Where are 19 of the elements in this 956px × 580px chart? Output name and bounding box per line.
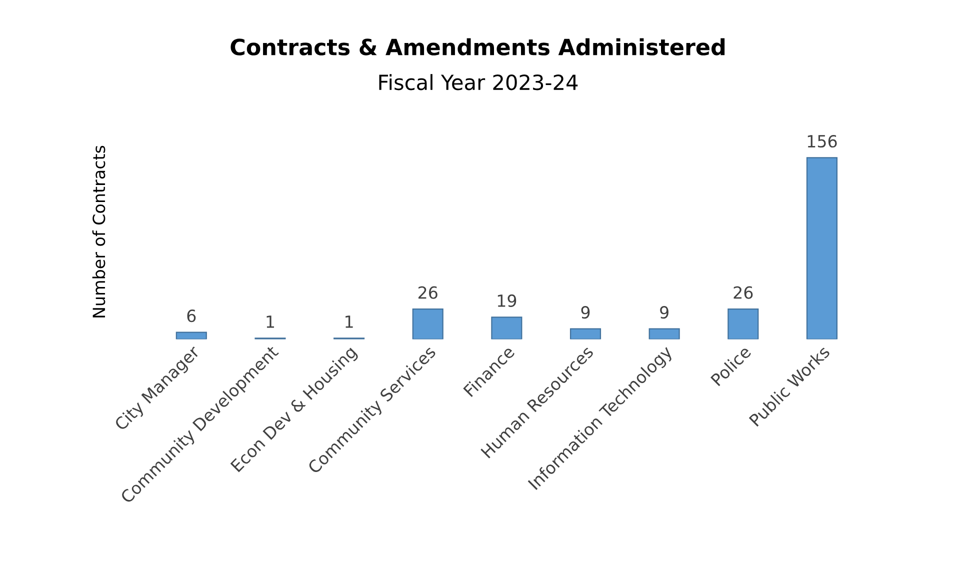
bar bbox=[176, 332, 207, 340]
data-label: 26 bbox=[418, 286, 438, 299]
bar bbox=[806, 157, 838, 340]
data-label: 156 bbox=[808, 134, 837, 148]
bar bbox=[570, 328, 602, 340]
bar bbox=[648, 328, 680, 340]
chart-title: Contracts & Amendments Administered bbox=[230, 38, 725, 56]
data-label: 1 bbox=[346, 316, 353, 328]
data-label: 6 bbox=[187, 310, 196, 322]
bar bbox=[412, 308, 444, 340]
data-label: 9 bbox=[581, 306, 590, 319]
data-label: 9 bbox=[660, 306, 668, 319]
data-label: 26 bbox=[734, 286, 753, 299]
bar bbox=[728, 308, 759, 340]
bar bbox=[491, 316, 522, 340]
data-label: 19 bbox=[498, 294, 516, 308]
y-axis-title: Number of Contracts bbox=[92, 146, 106, 318]
data-label: 1 bbox=[266, 316, 274, 328]
chart-subtitle: Fiscal Year 2023-24 bbox=[379, 74, 578, 90]
